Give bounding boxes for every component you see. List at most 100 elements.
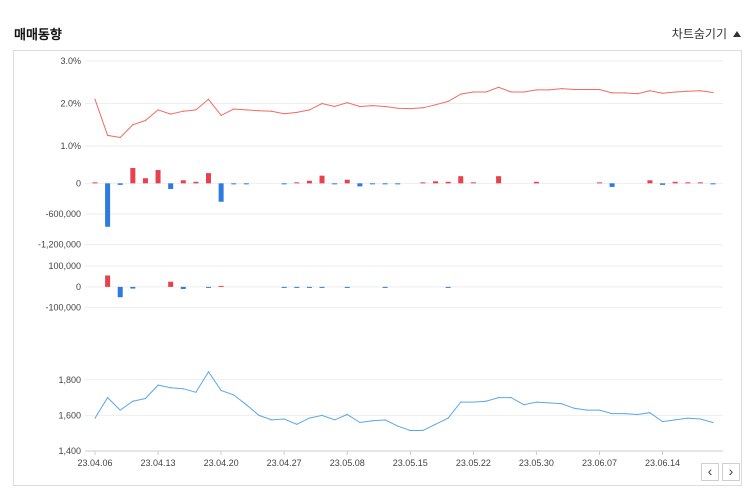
bar <box>382 183 388 185</box>
data-point <box>497 86 500 88</box>
y-tick-label: -600,000 <box>45 209 81 219</box>
series-line <box>94 370 714 431</box>
bar <box>294 286 300 288</box>
data-point <box>233 108 235 110</box>
data-point <box>598 88 601 91</box>
bar <box>218 285 224 287</box>
bar <box>206 286 212 288</box>
data-point <box>207 371 210 373</box>
data-point <box>119 409 121 411</box>
data-point <box>220 114 222 116</box>
data-point <box>434 104 437 106</box>
bar <box>697 182 703 184</box>
bar <box>458 176 464 184</box>
data-point <box>447 417 449 419</box>
chart-frame <box>13 50 742 486</box>
bar <box>357 183 363 187</box>
bar <box>433 181 439 184</box>
bar <box>142 178 148 184</box>
bar <box>369 183 375 185</box>
data-point <box>497 397 500 399</box>
section-title: 매매동향 <box>14 27 62 42</box>
data-point <box>195 109 197 111</box>
data-point <box>144 397 147 400</box>
data-point <box>598 409 601 411</box>
data-point <box>334 105 336 108</box>
data-point <box>170 387 172 389</box>
series-line <box>94 86 714 139</box>
bar <box>647 180 653 184</box>
data-point <box>107 134 109 136</box>
data-point <box>535 89 538 91</box>
x-tick-label: 23.04.27 <box>267 458 302 468</box>
data-point <box>220 389 222 392</box>
data-point <box>409 108 411 110</box>
bar <box>206 173 212 184</box>
bar <box>180 286 186 289</box>
data-point <box>182 110 184 112</box>
data-point <box>523 404 525 406</box>
bar <box>130 168 136 184</box>
data-point <box>170 113 172 115</box>
y-tick-label: 100,000 <box>48 261 81 271</box>
data-point <box>674 91 676 93</box>
x-tick-label: 23.04.13 <box>141 458 176 468</box>
y-tick-label: 2.0% <box>60 99 81 109</box>
x-tick-label: 23.04.06 <box>77 458 112 468</box>
bar <box>180 180 186 184</box>
bar <box>685 182 691 184</box>
data-point <box>422 429 424 432</box>
bar <box>117 183 123 185</box>
data-point <box>460 401 462 403</box>
data-point <box>636 93 638 95</box>
hide-chart-label: 차트숨기기 <box>671 27 727 41</box>
data-point <box>296 423 298 425</box>
bar <box>105 275 111 287</box>
data-point <box>283 113 285 115</box>
data-point <box>321 414 323 416</box>
hide-chart-button[interactable]: 차트숨기기 <box>672 25 741 42</box>
data-point <box>258 110 260 112</box>
bar <box>193 181 199 184</box>
bar <box>306 180 312 184</box>
data-point <box>94 417 96 419</box>
bar <box>533 181 539 184</box>
data-point <box>245 404 247 406</box>
prev-page-button[interactable]: ‹ <box>701 463 719 481</box>
data-point <box>712 91 714 94</box>
bar <box>672 181 678 184</box>
x-tick-label: 23.06.14 <box>645 458 680 468</box>
data-point <box>270 110 273 112</box>
y-tick-label: 3.0% <box>60 56 81 66</box>
data-point <box>561 403 563 405</box>
data-point <box>699 90 701 92</box>
data-point <box>611 92 613 94</box>
data-point <box>434 423 437 425</box>
x-tick-label: 23.05.22 <box>456 458 491 468</box>
y-tick-label: 0 <box>76 178 81 188</box>
data-point <box>270 419 273 421</box>
bar <box>218 183 224 202</box>
data-point <box>586 88 588 91</box>
data-point <box>157 109 159 111</box>
bar <box>470 182 476 184</box>
data-point <box>157 384 159 386</box>
data-point <box>359 421 361 424</box>
bar <box>596 182 602 184</box>
next-page-button[interactable]: › <box>722 463 740 481</box>
data-point <box>119 136 121 139</box>
data-point <box>460 93 462 95</box>
data-point <box>182 388 184 390</box>
data-point <box>296 111 298 114</box>
data-point <box>447 100 449 102</box>
bar <box>92 182 98 184</box>
data-point <box>334 419 336 421</box>
bar <box>395 183 401 185</box>
data-point <box>510 397 512 399</box>
data-point <box>712 421 714 424</box>
data-point <box>661 421 664 423</box>
y-tick-label: 1,600 <box>58 410 81 420</box>
bar <box>281 286 287 288</box>
bar <box>445 181 451 184</box>
